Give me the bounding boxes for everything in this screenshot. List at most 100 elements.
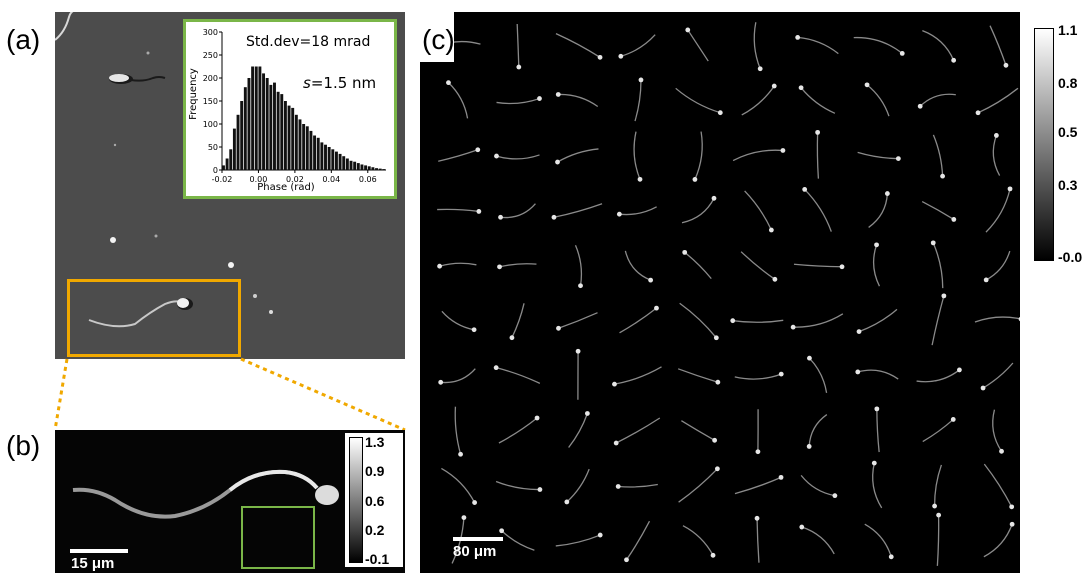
grid-sperm-tail — [682, 525, 714, 556]
histogram-bar — [353, 161, 357, 170]
grid-sperm-head — [711, 195, 717, 201]
grid-sperm-tail — [448, 82, 469, 119]
grid-sperm-tail — [440, 368, 476, 384]
grid-sperm-head — [472, 500, 478, 505]
grid-sperm-head — [980, 385, 986, 391]
grid-sperm-tail — [687, 29, 709, 62]
panel-a-label: (a) — [6, 24, 41, 55]
histogram-bar — [345, 158, 349, 170]
grid-sperm-tail — [922, 418, 954, 443]
grid-sperm-head — [618, 53, 624, 59]
grid-sperm-tail — [614, 366, 662, 385]
grid-sperm-head — [941, 293, 947, 299]
grid-sperm-tail — [734, 373, 782, 380]
histogram-bar — [313, 135, 317, 170]
grid-sperm-head — [950, 417, 956, 422]
grid-sperm-tail — [977, 87, 1019, 114]
grid-sperm-tail — [681, 197, 715, 224]
grid-sperm-tail — [634, 79, 642, 122]
histogram-bar — [356, 163, 360, 170]
histogram-bar — [342, 156, 346, 170]
histogram-x-tick-label: 0.06 — [359, 175, 377, 184]
grid-sperm-head — [471, 327, 477, 333]
colorbar-b-gradient — [349, 437, 363, 563]
grid-sperm-tail — [574, 245, 583, 286]
histogram-bar — [243, 87, 247, 170]
s-symbol: s — [303, 74, 311, 92]
grid-sperm-tail — [808, 357, 828, 393]
s-value-annotation: s=1.5 nm — [303, 74, 376, 92]
s-value: =1.5 nm — [310, 74, 377, 92]
grid-sperm-tail — [744, 190, 772, 231]
grid-sperm-head — [597, 532, 603, 538]
grid-sperm-tail — [800, 87, 836, 114]
grid-sperm-head — [498, 214, 503, 220]
grid-sperm-head — [475, 147, 481, 153]
grid-sperm-head — [790, 324, 796, 330]
histogram-y-tick-label: 100 — [203, 120, 218, 129]
grid-sperm-head — [499, 528, 505, 534]
grid-sperm-head — [516, 64, 522, 70]
grid-sperm-tail — [451, 517, 465, 564]
grid-sperm-head — [856, 329, 862, 335]
histogram-bar — [283, 101, 287, 170]
grid-sperm-head — [437, 263, 442, 269]
grid-sperm-head — [438, 379, 444, 385]
grid-sperm-head — [682, 249, 688, 255]
grid-sperm-head — [493, 365, 499, 371]
grid-sperm-tail — [804, 188, 832, 232]
grid-sperm-tail — [495, 367, 541, 384]
grid-sperm-head — [983, 277, 989, 283]
histogram-bar — [280, 94, 284, 170]
histogram-x-tick-label: -0.02 — [212, 175, 233, 184]
grid-sperm-head — [1003, 62, 1009, 68]
grid-sperm-tail — [933, 464, 943, 507]
grid-sperm-head — [537, 487, 543, 492]
grid-sperm-tail — [615, 417, 661, 444]
grid-sperm-tail — [555, 534, 601, 547]
colorbar-b-tick: 0.6 — [365, 493, 385, 509]
grid-sperm-tail — [921, 200, 955, 220]
grid-sperm-head — [497, 264, 502, 270]
grid-sperm-tail — [936, 515, 940, 566]
grid-sperm-head — [509, 335, 515, 341]
histogram-y-tick-label: 300 — [203, 28, 218, 37]
grid-sperm-tail — [740, 251, 776, 280]
panel-b-sperm — [72, 469, 339, 519]
panel-c-label: (c) — [422, 24, 455, 55]
grid-sperm-head — [871, 460, 877, 466]
grid-sperm-tail — [558, 312, 598, 329]
histogram-bar — [225, 158, 229, 170]
grid-sperm-tail — [566, 468, 590, 503]
grid-sperm-tail — [916, 369, 960, 383]
histogram-bar — [229, 149, 233, 170]
grid-sperm-tail — [801, 526, 835, 555]
histogram-bar — [324, 144, 327, 170]
grid-sperm-tail — [568, 413, 588, 448]
grid-sperm-tail — [558, 93, 599, 108]
histogram-bar — [236, 114, 240, 170]
scalebar-b — [70, 549, 128, 553]
std-dev-annotation: Std.dev=18 mrad — [246, 34, 371, 50]
histogram-bar — [265, 78, 269, 170]
grid-sperm-head — [951, 217, 957, 222]
histogram-bar — [298, 119, 302, 170]
grid-sperm-tail — [498, 417, 538, 444]
colorbar-c-tick: 0.8 — [1058, 75, 1078, 91]
histogram-bar — [251, 66, 255, 170]
grid-sperm-tail — [516, 23, 520, 68]
grid-sperm-head — [715, 379, 721, 385]
grid-sperm-head — [564, 499, 570, 505]
grid-sperm-tail — [932, 242, 944, 289]
histogram-bar — [258, 66, 262, 170]
roi-rectangle-a — [67, 279, 241, 357]
grid-sperm-tail — [876, 408, 880, 453]
grid-sperm-head — [638, 77, 644, 83]
grid-sperm-head — [778, 371, 784, 377]
colorbar-c-tick: 0.5 — [1058, 124, 1078, 140]
colorbar-c-tick: 0.3 — [1058, 177, 1078, 193]
grid-sperm-tail — [797, 36, 839, 55]
grid-sperm-tail — [625, 520, 651, 561]
histogram-bar — [302, 124, 306, 170]
grid-sperm-head — [832, 493, 838, 499]
